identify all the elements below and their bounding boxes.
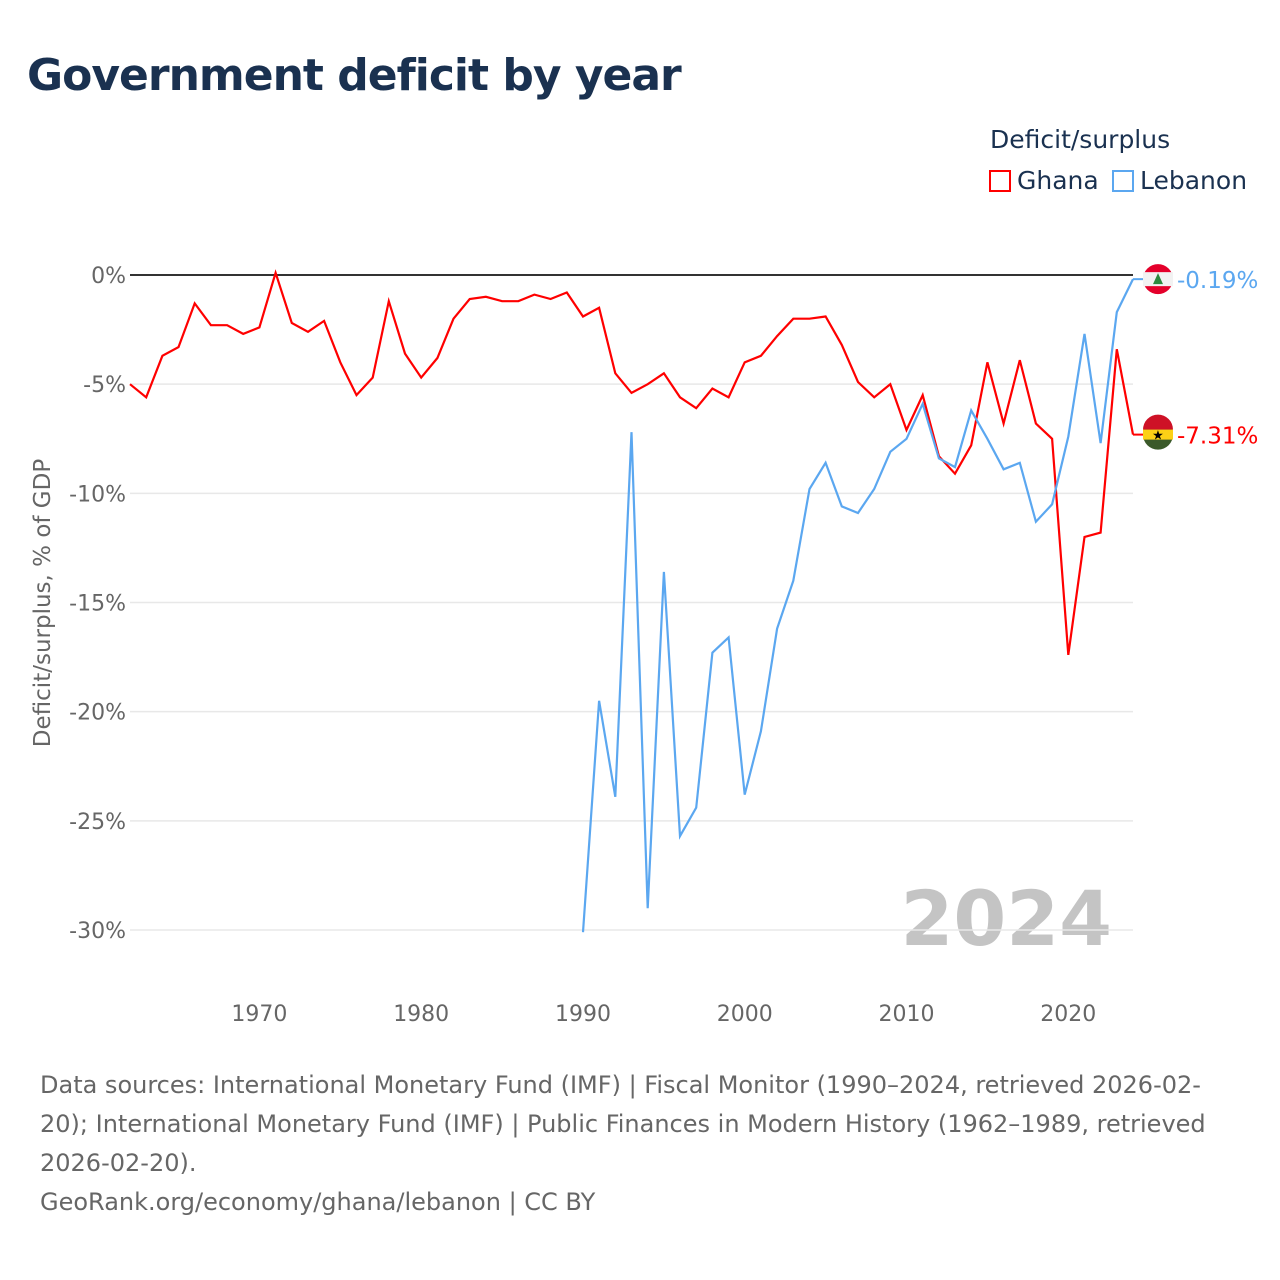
year-watermark: 2024 [900, 874, 1112, 963]
x-tick-label: 2000 [717, 1002, 773, 1027]
end-label-ghana: -7.31% [1177, 424, 1258, 450]
y-tick-label: -25% [69, 810, 126, 835]
legend-label-ghana: Ghana [1017, 166, 1099, 195]
y-tick-label: -5% [83, 373, 126, 398]
ghana-flag-red [1143, 414, 1173, 430]
data-sources: Data sources: International Monetary Fun… [40, 1071, 1206, 1177]
legend-swatch-lebanon [1112, 169, 1134, 192]
star-icon: ★ [1152, 429, 1164, 444]
x-tick-label: 2020 [1040, 1002, 1096, 1027]
x-tick-label: 1990 [555, 1002, 611, 1027]
y-axis-label: Deficit/surplus, % of GDP [30, 459, 56, 748]
cedar-icon [1153, 273, 1163, 285]
y-tick-label: 0% [91, 264, 126, 289]
chart-title: Government deficit by year [27, 50, 682, 101]
x-tick-label: 1980 [393, 1002, 449, 1027]
footer: Data sources: International Monetary Fun… [40, 1066, 1240, 1222]
legend-item-ghana[interactable]: Ghana [989, 166, 1099, 195]
credit-link[interactable]: GeoRank.org/economy/ghana/lebanon | CC B… [40, 1188, 596, 1216]
legend-item-lebanon[interactable]: Lebanon [1112, 166, 1247, 195]
x-tick-label: 1970 [231, 1002, 287, 1027]
end-label-lebanon: -0.19% [1177, 268, 1258, 294]
y-tick-label: -15% [69, 592, 126, 617]
ghana-flag-gold [1143, 429, 1173, 440]
x-tick-label: 2010 [879, 1002, 935, 1027]
y-tick-label: -30% [69, 919, 126, 944]
legend-title: Deficit/surplus [990, 125, 1171, 154]
line-chart: 2024 0% -5% -10% -15% -20% -25% -30% 1970 1980 199… [30, 264, 1258, 1027]
y-tick-label: -20% [69, 701, 126, 726]
y-tick-label: -10% [69, 482, 126, 507]
legend-label-lebanon: Lebanon [1140, 166, 1248, 195]
legend-swatch-ghana [989, 169, 1011, 192]
